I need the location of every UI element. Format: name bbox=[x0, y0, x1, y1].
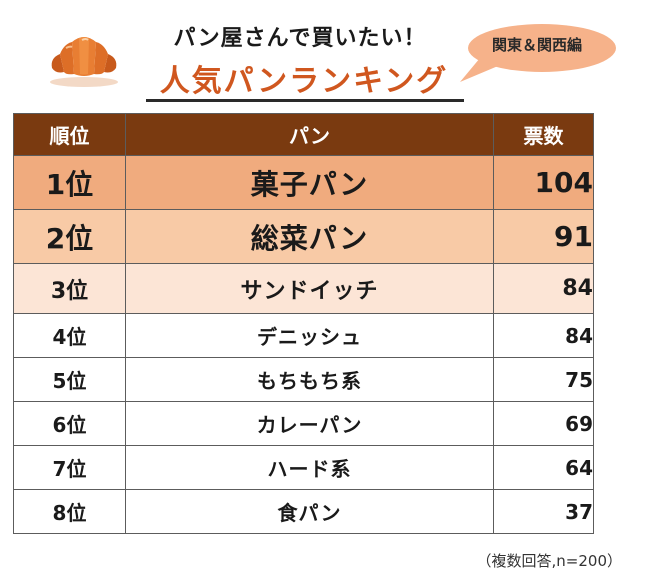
sample-note: （複数回答,n=200） bbox=[476, 552, 622, 570]
vote-count-cell: 84 bbox=[493, 263, 594, 314]
table-row: 7位 ハード系 64 bbox=[13, 445, 594, 490]
bread-name-cell: カレーパン bbox=[125, 401, 494, 446]
vote-count-cell: 91 bbox=[493, 209, 594, 264]
vote-count-cell: 75 bbox=[493, 357, 594, 402]
rank-cell: 3位 bbox=[13, 263, 126, 314]
column-header-rank: 順位 bbox=[13, 113, 126, 156]
speech-bubble bbox=[460, 24, 616, 82]
table-row: 8位 食パン 37 bbox=[13, 489, 594, 534]
bread-name-cell: デニッシュ bbox=[125, 313, 494, 358]
bread-name-cell: 菓子パン bbox=[125, 155, 494, 210]
vote-count-cell: 64 bbox=[493, 445, 594, 490]
vote-count-cell: 69 bbox=[493, 401, 594, 446]
vote-count-cell: 37 bbox=[493, 489, 594, 534]
column-header-bread: パン bbox=[125, 113, 494, 156]
bread-name-cell: もちもち系 bbox=[125, 357, 494, 402]
bread-name-cell: 総菜パン bbox=[125, 209, 494, 264]
rank-cell: 7位 bbox=[13, 445, 126, 490]
column-header-votes: 票数 bbox=[493, 113, 594, 156]
table-row: 2位 総菜パン 91 bbox=[13, 209, 594, 264]
vote-count-cell: 84 bbox=[493, 313, 594, 358]
bread-name-cell: サンドイッチ bbox=[125, 263, 494, 314]
vote-count-cell: 104 bbox=[493, 155, 594, 210]
table-row: 1位 菓子パン 104 bbox=[13, 155, 594, 210]
ranking-table: 順位 パン 票数 1位 菓子パン 104 2位 総菜パン 91 3位 サンドイッ… bbox=[13, 113, 594, 534]
region-badge: 関東＆関西編 bbox=[491, 36, 582, 54]
table-row: 6位 カレーパン 69 bbox=[13, 401, 594, 446]
bread-name-cell: ハード系 bbox=[125, 445, 494, 490]
rank-cell: 5位 bbox=[13, 357, 126, 402]
table-row: 5位 もちもち系 75 bbox=[13, 357, 594, 402]
table-header-row: 順位 パン 票数 bbox=[13, 113, 594, 156]
subtitle: パン屋さんで買いたい！ bbox=[173, 26, 427, 51]
table-row: 4位 デニッシュ 84 bbox=[13, 313, 594, 358]
table-row: 3位 サンドイッチ 84 bbox=[13, 263, 594, 314]
rank-cell: 1位 bbox=[13, 155, 126, 210]
bread-name-cell: 食パン bbox=[125, 489, 494, 534]
rank-cell: 2位 bbox=[13, 209, 126, 264]
page-title: 人気パンランキング bbox=[159, 64, 449, 99]
rank-cell: 8位 bbox=[13, 489, 126, 534]
rank-cell: 6位 bbox=[13, 401, 126, 446]
croissant-icon bbox=[50, 37, 118, 87]
rank-cell: 4位 bbox=[13, 313, 126, 358]
title-underline bbox=[146, 99, 464, 102]
